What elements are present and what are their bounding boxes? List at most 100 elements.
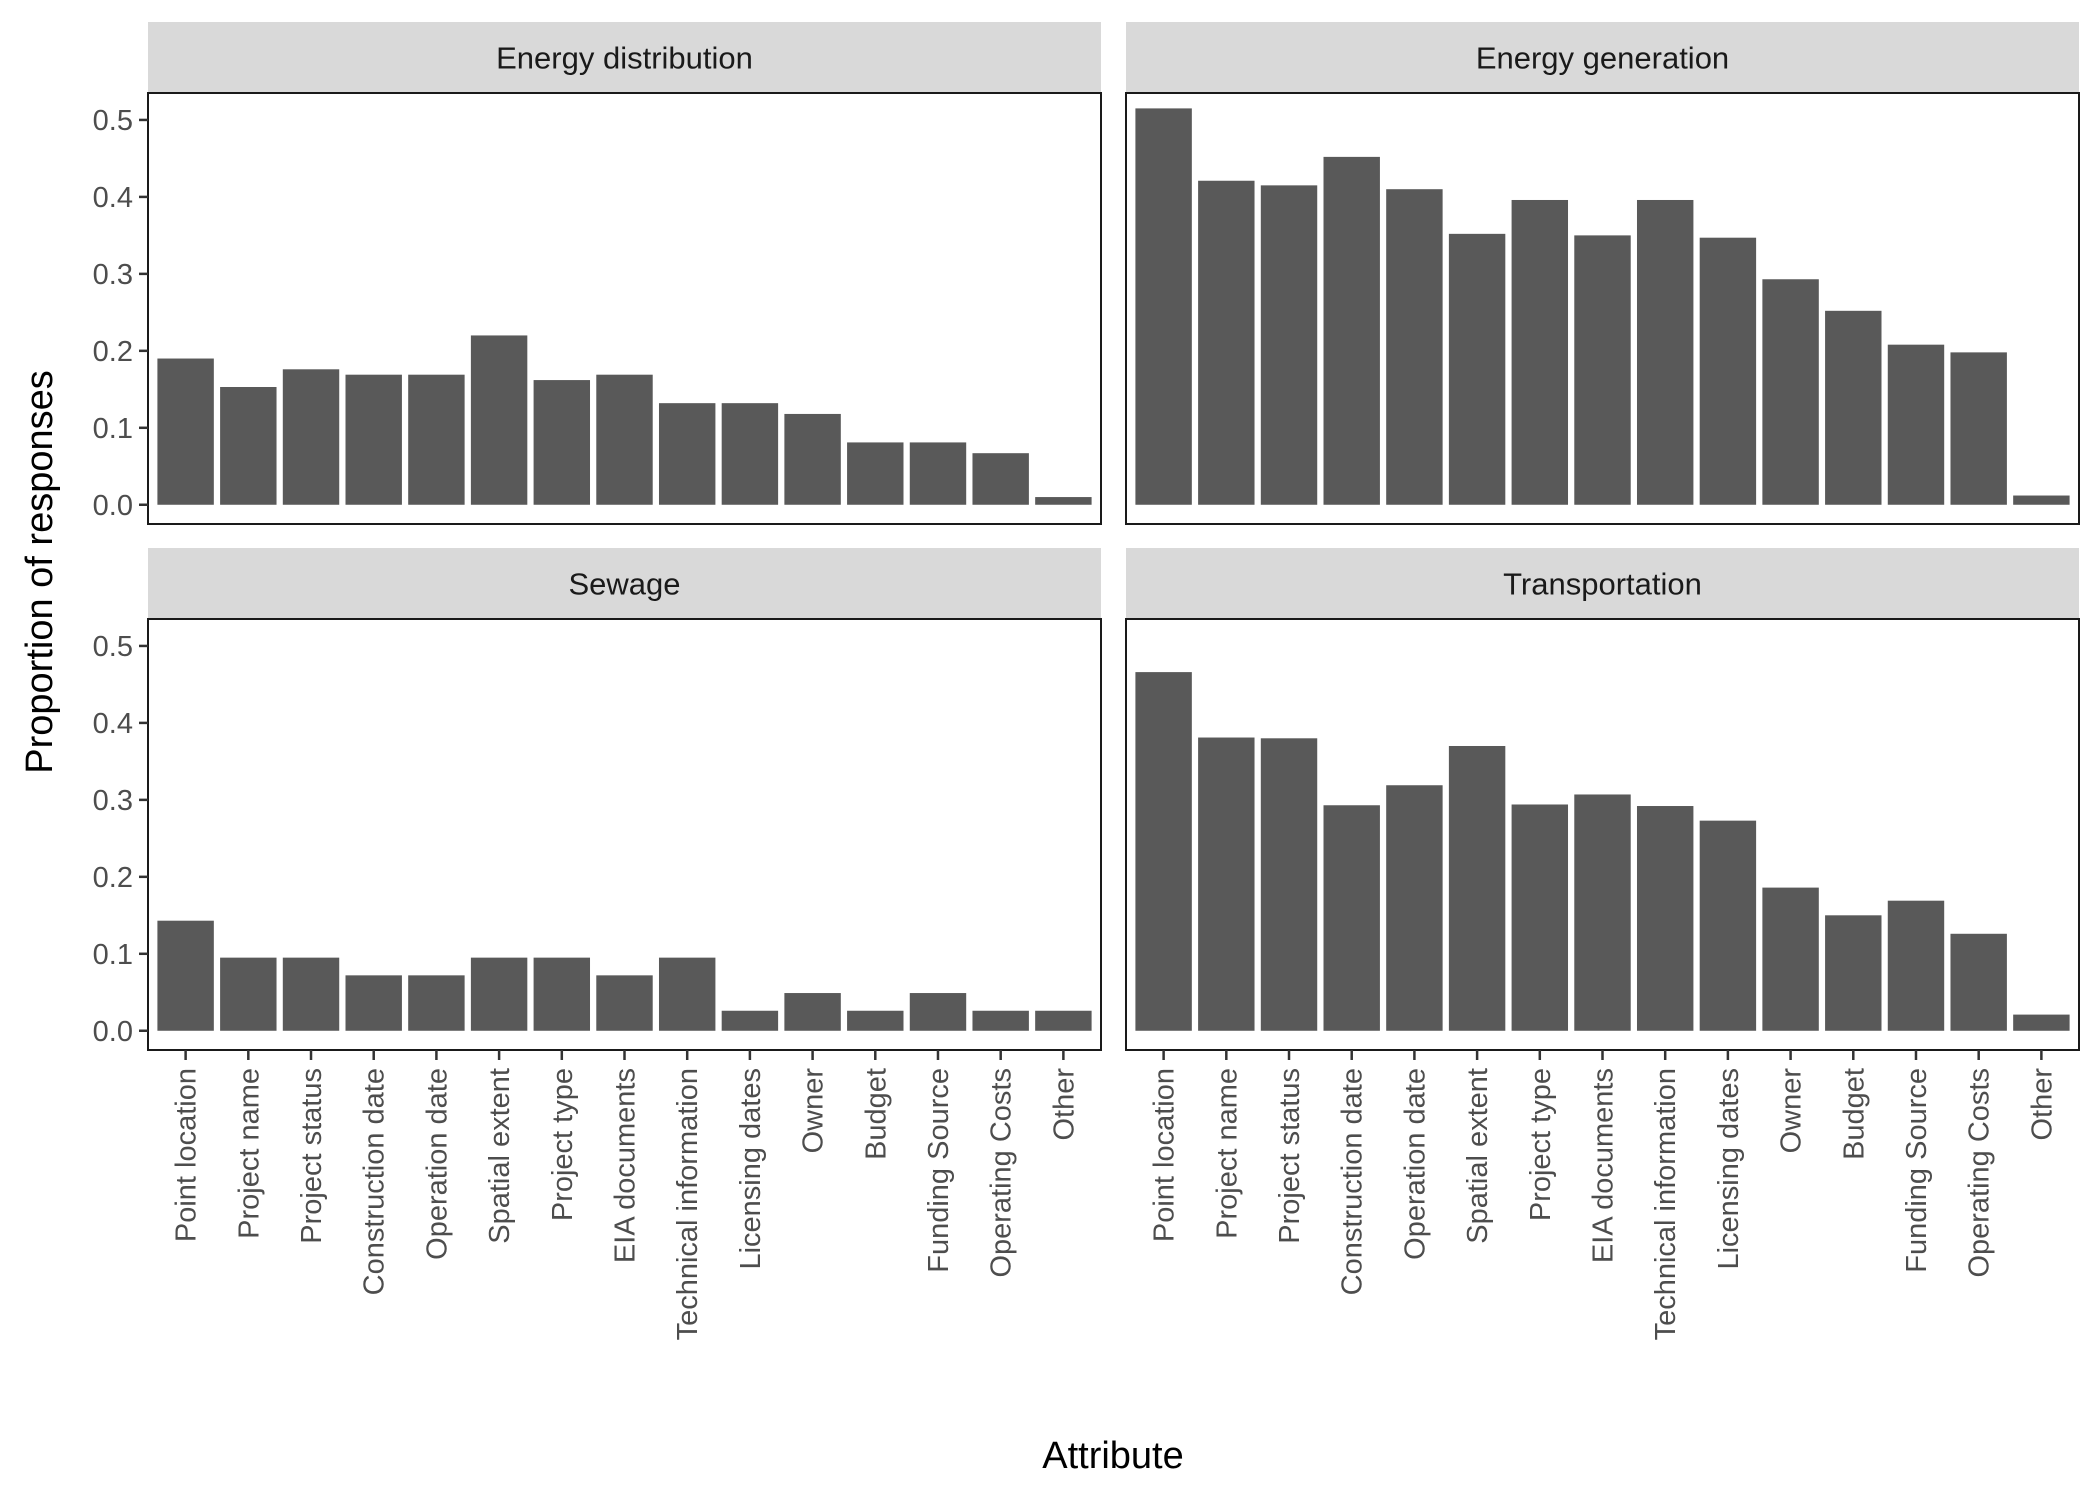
- bar: [220, 957, 277, 1031]
- y-tick-label: 0.3: [93, 259, 133, 291]
- y-tick-label: 0.0: [93, 490, 133, 522]
- bar: [1762, 887, 1819, 1031]
- y-tick-label: 0.5: [93, 631, 133, 663]
- bar: [1035, 497, 1092, 505]
- y-tick-label: 0.0: [93, 1016, 133, 1048]
- x-tick-label: Licensing dates: [1713, 1068, 1745, 1270]
- bar: [1198, 737, 1255, 1031]
- facet-strip: [148, 22, 1101, 93]
- bar: [596, 975, 653, 1031]
- bar: [909, 442, 967, 505]
- bar: [1574, 235, 1631, 505]
- x-tick-label: Project type: [547, 1068, 579, 1221]
- bar: [658, 957, 716, 1031]
- bar: [1386, 785, 1443, 1031]
- bar: [1887, 900, 1945, 1031]
- bar: [909, 993, 967, 1031]
- bar: [1825, 915, 1882, 1031]
- bar: [1260, 738, 1318, 1031]
- y-tick-label: 0.1: [93, 413, 133, 445]
- facet-strip: [1126, 548, 2079, 619]
- y-tick-label: 0.3: [93, 785, 133, 817]
- bar: [1636, 806, 1694, 1031]
- bar: [1699, 820, 1757, 1031]
- bar: [1574, 794, 1631, 1031]
- facet-panel-1: Energy generation: [1125, 22, 2080, 525]
- bar: [1950, 933, 2007, 1031]
- x-tick-label: Operating Costs: [986, 1068, 1018, 1278]
- x-tick-label: Operating Costs: [1964, 1068, 1996, 1278]
- x-tick-label: Spatial extent: [484, 1068, 516, 1244]
- facet-panel-0: Energy distribution 0.0 0.1 0.2 0.3 0.4 0.5: [93, 22, 1102, 525]
- x-tick-label: Funding Source: [1901, 1068, 1933, 1273]
- y-tick-label: 0.2: [93, 862, 133, 894]
- x-tick-label: Project status: [296, 1068, 328, 1244]
- bar: [784, 993, 841, 1031]
- bar: [282, 369, 340, 505]
- bar: [1511, 804, 1569, 1031]
- panel-border: [147, 92, 1102, 525]
- facet-panel-2: Sewage 0.0 0.1 0.2 0.3 0.4 0.5 Point location Pr…: [93, 548, 1102, 1340]
- x-axis-title: Attribute: [1042, 1435, 1184, 1477]
- facet-strip: [148, 548, 1101, 619]
- y-axis-title: Proportion of responses: [19, 370, 61, 773]
- bar: [345, 374, 402, 505]
- bar: [282, 957, 340, 1031]
- bar: [157, 920, 214, 1031]
- facet-title: Energy distribution: [496, 41, 753, 76]
- bar: [1260, 185, 1318, 505]
- x-tick-label: Technical information: [672, 1068, 704, 1340]
- facet-title: Transportation: [1503, 567, 1702, 602]
- x-tick-label: Owner: [1776, 1068, 1808, 1154]
- x-tick-label: EIA documents: [610, 1068, 642, 1263]
- bar: [533, 957, 591, 1031]
- bar: [470, 335, 528, 505]
- bar: [2013, 1014, 2070, 1031]
- bar: [1636, 199, 1694, 505]
- x-tick-label: Owner: [798, 1068, 830, 1154]
- bar: [658, 403, 716, 505]
- y-tick-label: 0.4: [93, 708, 133, 740]
- bar: [1198, 180, 1255, 505]
- x-tick-label: EIA documents: [1588, 1068, 1620, 1263]
- bar: [470, 957, 528, 1031]
- bar: [847, 1010, 904, 1031]
- x-tick-label: Other: [2026, 1068, 2058, 1141]
- x-tick-label: Budget: [1838, 1068, 1870, 1160]
- facet-title: Energy generation: [1476, 41, 1729, 76]
- bar: [345, 975, 402, 1031]
- x-tick-label: Construction date: [1337, 1068, 1369, 1295]
- facet-panel-3: Transportation Point location Project name…: [1125, 548, 2080, 1340]
- x-tick-label: Project status: [1274, 1068, 1306, 1244]
- bar: [1135, 108, 1192, 505]
- bar: [972, 453, 1029, 505]
- x-tick-label: Operation date: [421, 1068, 453, 1260]
- x-tick-label: Construction date: [359, 1068, 391, 1295]
- y-tick-label: 0.2: [93, 336, 133, 368]
- panel-border: [1125, 92, 2080, 525]
- bar: [157, 358, 214, 505]
- facet-title: Sewage: [568, 567, 680, 602]
- x-tick-label: Project name: [1211, 1068, 1243, 1239]
- bar: [2013, 495, 2070, 505]
- y-tick-label: 0.1: [93, 939, 133, 971]
- bar: [533, 380, 591, 505]
- bar: [408, 374, 465, 505]
- y-tick-label: 0.4: [93, 182, 133, 214]
- bar: [1825, 310, 1882, 505]
- x-tick-label: Point location: [171, 1068, 203, 1242]
- x-tick-label: Operation date: [1399, 1068, 1431, 1260]
- facet-strip: [1126, 22, 2079, 93]
- x-tick-label: Budget: [860, 1068, 892, 1160]
- bar: [220, 387, 277, 505]
- bar: [1386, 189, 1443, 505]
- bar: [721, 1010, 779, 1031]
- x-tick-label: Project name: [233, 1068, 265, 1239]
- x-tick-label: Project type: [1525, 1068, 1557, 1221]
- bar: [1950, 352, 2007, 505]
- bar: [1135, 672, 1192, 1031]
- bar: [1699, 237, 1757, 505]
- bar: [1762, 279, 1819, 505]
- x-tick-label: Spatial extent: [1462, 1068, 1494, 1244]
